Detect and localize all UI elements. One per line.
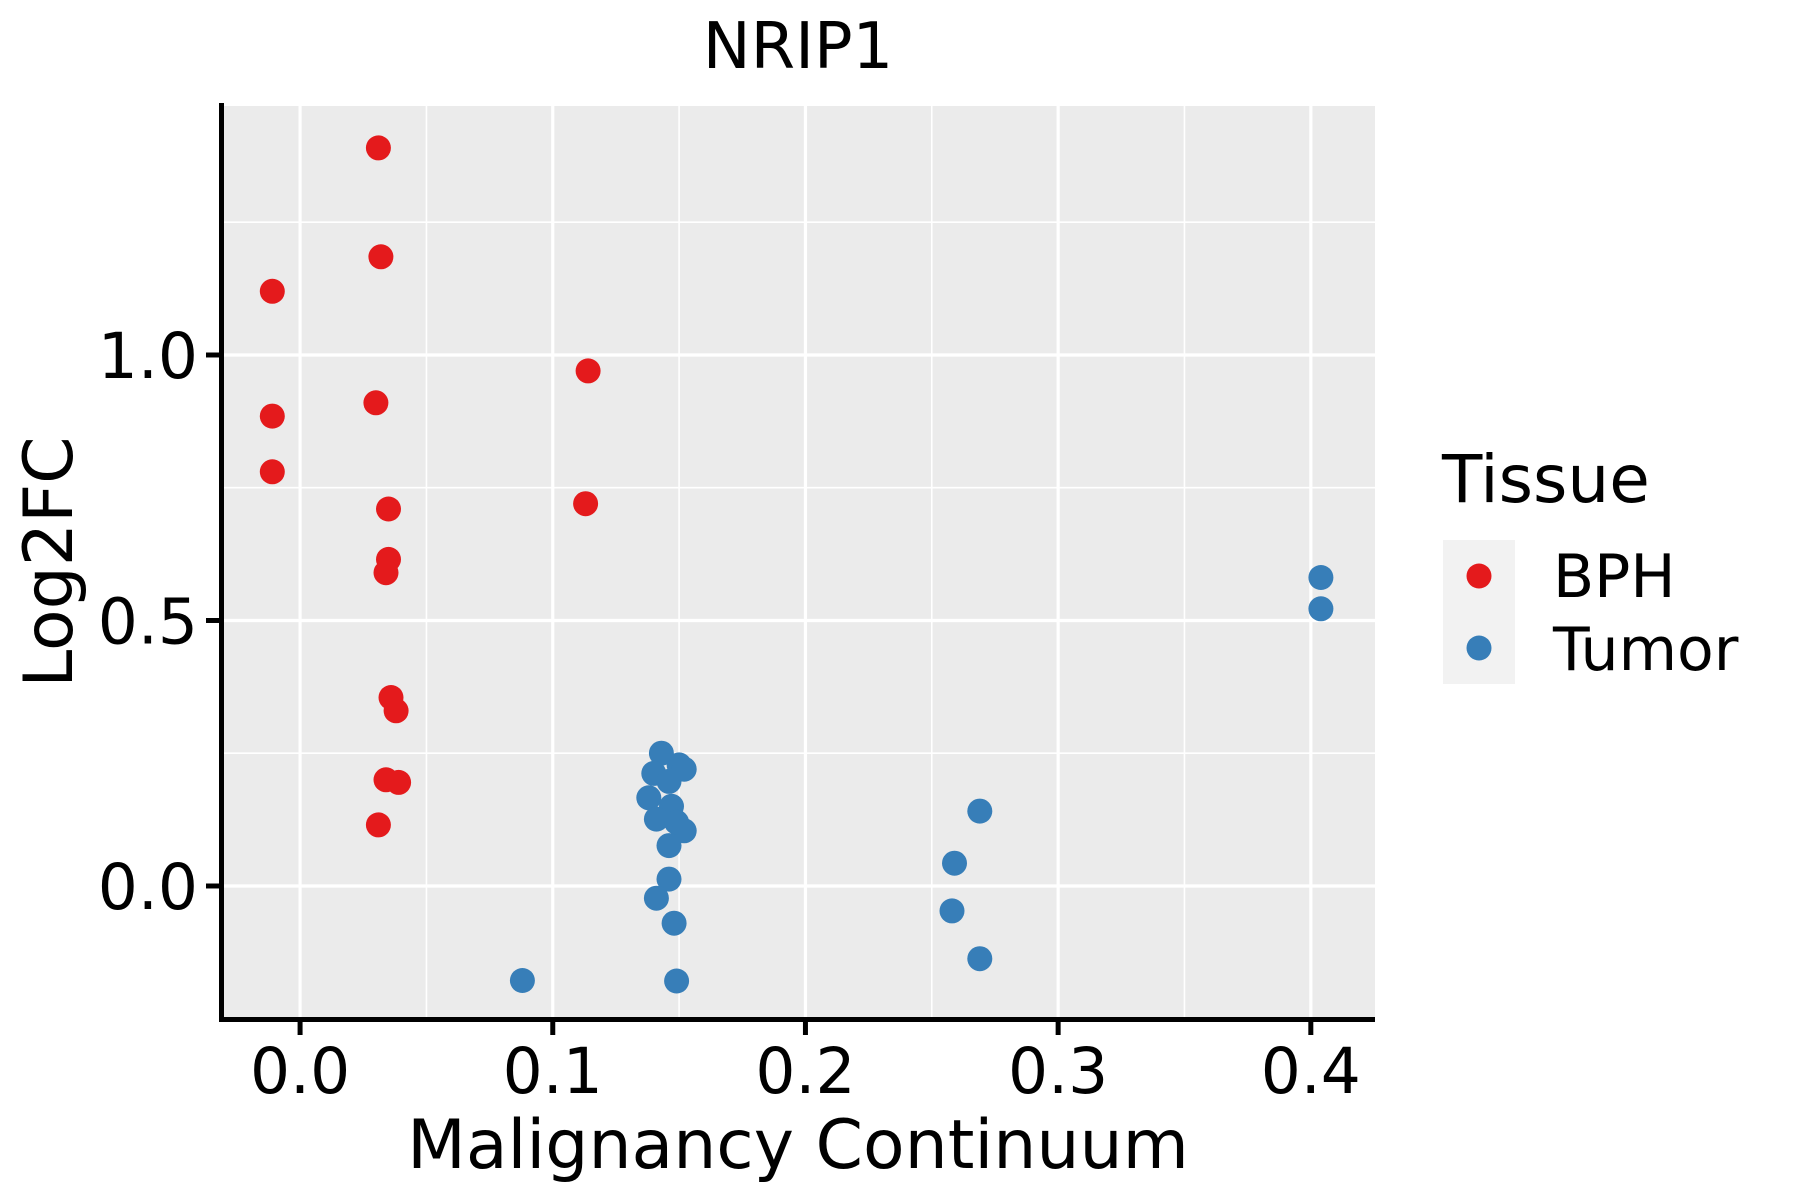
data-point-tumor <box>656 833 682 859</box>
data-point-bph <box>368 244 394 270</box>
legend-key-dot-bph <box>1466 563 1492 589</box>
data-point-tumor <box>664 968 690 994</box>
data-point-tumor <box>967 946 993 972</box>
data-point-tumor <box>648 740 674 766</box>
legend-title: Tissue <box>1441 441 1650 518</box>
data-point-tumor <box>643 806 669 832</box>
x-axis-title: Malignancy Continuum <box>407 1106 1189 1185</box>
legend-key-dot-tumor <box>1466 635 1492 661</box>
x-axis-tick-labels: 0.0 0.1 0.2 0.3 0.4 <box>250 1035 1361 1108</box>
data-point-tumor <box>661 910 687 936</box>
legend-label-tumor: Tumor <box>1552 615 1739 685</box>
y-axis-tick-labels: 0.0 0.5 1.0 <box>98 320 198 924</box>
data-point-tumor <box>656 866 682 892</box>
data-point-bph <box>373 560 399 586</box>
data-points-layer <box>259 135 1334 994</box>
data-point-tumor <box>1308 565 1334 590</box>
x-tick-label: 0.0 <box>250 1035 350 1108</box>
data-point-bph <box>259 459 285 485</box>
data-point-bph <box>386 769 412 795</box>
plot-title: NRIP1 <box>703 10 894 84</box>
data-point-bph <box>259 403 285 429</box>
data-point-bph <box>573 491 599 517</box>
data-point-bph <box>259 278 285 304</box>
data-point-tumor <box>643 885 669 911</box>
data-point-bph <box>575 358 601 384</box>
data-point-tumor <box>656 768 682 794</box>
data-point-tumor <box>967 798 993 824</box>
data-point-bph <box>365 812 391 838</box>
y-axis-title: Log2FC <box>10 436 89 687</box>
data-point-tumor <box>1308 596 1334 622</box>
x-tick-label: 0.1 <box>503 1035 603 1108</box>
x-tick-label: 0.2 <box>755 1035 855 1108</box>
plot-panel <box>222 106 1375 1019</box>
y-tick-label: 1.0 <box>98 320 198 393</box>
x-axis-line <box>219 1017 1375 1022</box>
x-tick-label: 0.3 <box>1008 1035 1108 1108</box>
data-point-bph <box>376 496 401 522</box>
data-point-bph <box>383 698 409 724</box>
data-point-tumor <box>636 785 662 811</box>
data-point-tumor <box>939 898 965 924</box>
data-point-bph <box>365 135 391 161</box>
legend: Tissue BPH Tumor <box>1441 441 1739 685</box>
y-tick-label: 0.0 <box>98 851 198 924</box>
data-point-tumor <box>942 850 967 876</box>
minor-gridlines <box>222 106 1375 1019</box>
legend-label-bph: BPH <box>1553 542 1675 612</box>
data-point-tumor <box>509 968 535 993</box>
major-gridlines <box>222 106 1375 1019</box>
x-tick-label: 0.4 <box>1261 1035 1361 1108</box>
data-point-bph <box>363 390 389 416</box>
axis-tick-marks <box>206 352 1314 1035</box>
y-axis-line <box>219 103 224 1022</box>
y-tick-label: 0.5 <box>98 585 198 658</box>
